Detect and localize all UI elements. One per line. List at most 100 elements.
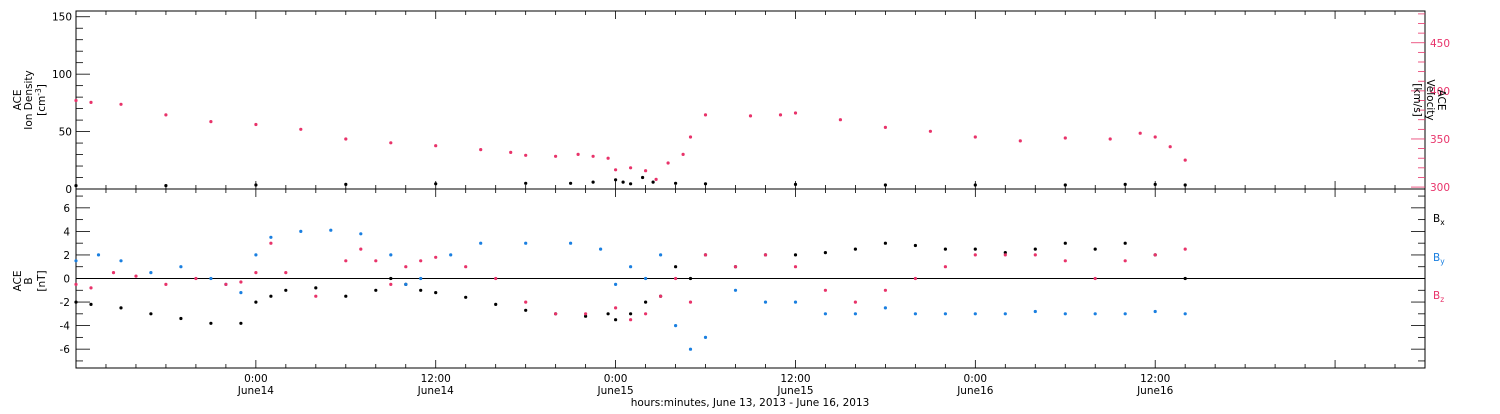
velocity-point (434, 144, 438, 148)
by-point (688, 347, 693, 351)
x-tick-label-date: June16 (956, 385, 994, 397)
bz-point (269, 241, 273, 245)
velocity-y-tick-label: 450 (1430, 38, 1450, 50)
by-point (793, 300, 798, 304)
x-tick-label-time: 0:00 (604, 373, 628, 385)
by-point (524, 241, 528, 245)
velocity-point (793, 111, 798, 115)
velocity-point (254, 122, 258, 127)
bx-point (913, 243, 918, 248)
bz-point (614, 306, 618, 310)
by-point (659, 253, 663, 257)
bz-point (1183, 247, 1187, 251)
bx-point (524, 308, 528, 312)
bx-point (644, 300, 648, 304)
density-y-tick-label: 100 (52, 69, 72, 81)
legend-sub: x (1440, 218, 1445, 227)
by-point (703, 335, 708, 339)
bz-point (1003, 253, 1007, 257)
b-axis-label-line: B (23, 277, 35, 284)
by-point (674, 324, 678, 328)
velocity-point (344, 137, 348, 141)
density-unit-base: [cm (36, 96, 48, 116)
bz-point (419, 259, 423, 263)
bz-point (688, 300, 693, 304)
velocity-point (1018, 139, 1022, 143)
bz-point (134, 274, 138, 278)
velocity-point (119, 102, 123, 106)
b-axis-label: ACE B [nT] (12, 270, 48, 291)
velocity-point (389, 141, 393, 145)
velocity-point (591, 154, 595, 158)
legend-item: By (1433, 252, 1445, 266)
by-point (119, 259, 123, 263)
b-y-tick-label: -4 (60, 321, 71, 333)
bz-point (883, 288, 888, 292)
bz-point (224, 282, 228, 286)
bz-point (629, 318, 633, 322)
bz-point (239, 280, 243, 284)
bx-point (584, 314, 588, 318)
by-point (733, 288, 738, 292)
x-tick-label-time: 12:00 (780, 373, 810, 385)
by-point (883, 306, 888, 310)
bz-point (284, 271, 288, 275)
velocity-point (89, 100, 93, 104)
b-y-tick-label: 4 (63, 226, 70, 238)
bx-point (374, 288, 378, 292)
density-y-tick-label: 50 (59, 127, 72, 139)
by-point (209, 276, 213, 281)
bx-point (823, 251, 828, 255)
bz-point (389, 282, 393, 286)
velocity-point (654, 177, 658, 181)
legend-base: B (1433, 213, 1440, 225)
bx-point (179, 316, 183, 321)
velocity-point (688, 135, 693, 139)
by-point (254, 253, 258, 257)
velocity-point (883, 125, 888, 129)
velocity-point (973, 135, 977, 139)
by-point (943, 312, 948, 316)
bz-point (74, 282, 78, 286)
density-axis-unit: [cm-3] (34, 84, 48, 116)
bz-point (359, 247, 363, 251)
velocity-point (644, 169, 648, 173)
density-point (674, 181, 678, 185)
velocity-point (1138, 131, 1142, 135)
velocity-point (164, 113, 168, 117)
axis-ticks (75, 11, 1426, 368)
bz-point (943, 265, 948, 269)
by-point (299, 229, 303, 233)
bz-point (973, 253, 977, 257)
bx-point (389, 276, 393, 281)
by-point (1093, 312, 1097, 316)
bz-point (111, 271, 116, 275)
bx-point (1033, 247, 1037, 251)
bz-point (314, 294, 318, 298)
axis-labels: hours:minutes, June 13, 2013 - June 16, … (12, 12, 1450, 409)
velocity-axis-label-line: ACE (1435, 90, 1447, 111)
density-point (524, 181, 528, 185)
data-points (74, 98, 1187, 351)
velocity-point (576, 152, 580, 156)
by-point (644, 276, 648, 281)
by-point (359, 232, 363, 236)
by-point (823, 312, 828, 316)
density-point (703, 182, 708, 186)
x-tick-label-date: June15 (776, 385, 813, 397)
bz-point (434, 255, 438, 259)
bx-point (464, 295, 468, 299)
bz-point (494, 276, 498, 281)
x-axis-title: hours:minutes, June 13, 2013 - June 16, … (631, 397, 870, 409)
bz-point (853, 300, 858, 304)
velocity-point (778, 113, 783, 117)
bz-point (823, 288, 828, 292)
bx-point (943, 247, 948, 251)
legend-sub: z (1440, 295, 1444, 304)
bz-point (1063, 259, 1067, 263)
velocity-point (748, 114, 753, 118)
velocity-axis-label-line: Velocity (1424, 79, 1436, 120)
bx-point (883, 241, 888, 245)
